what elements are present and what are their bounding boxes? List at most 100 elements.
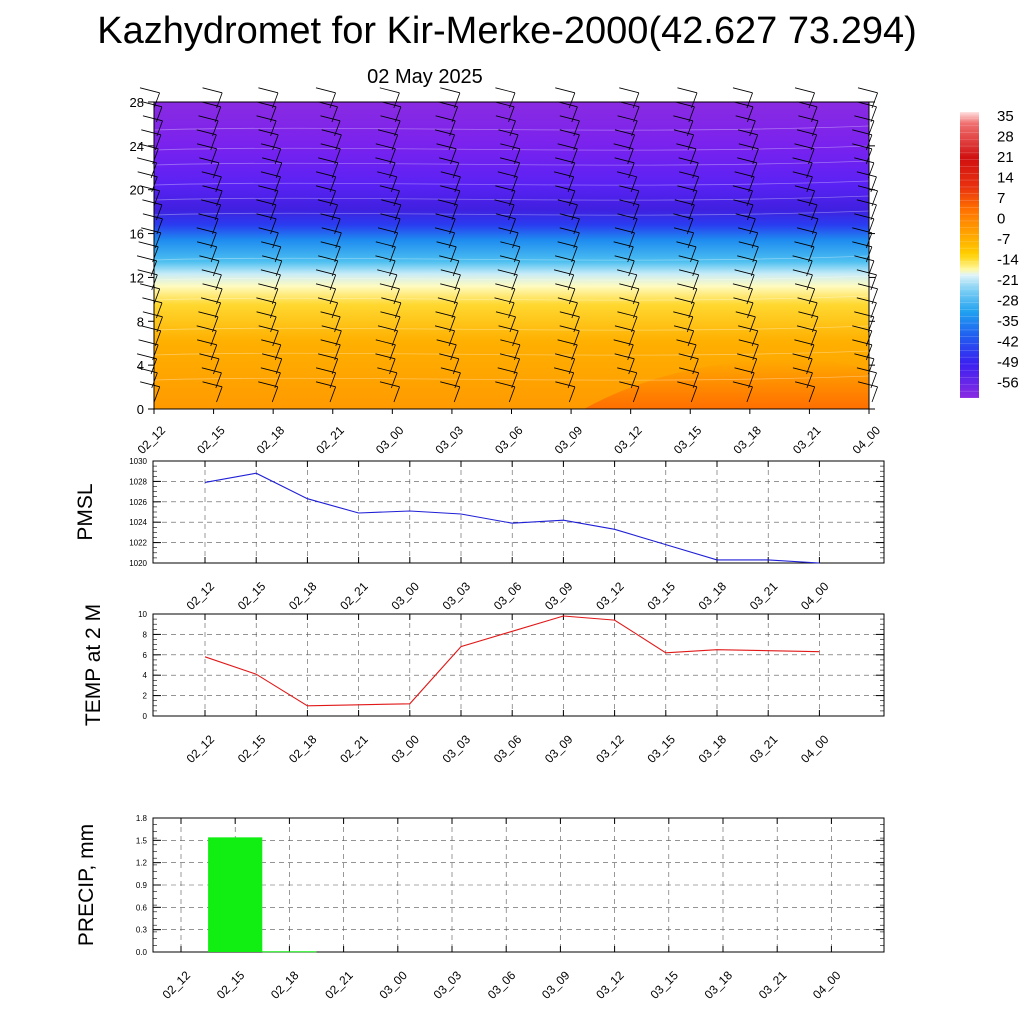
wind-barb-flag [199, 157, 220, 164]
wind-barb-flag [321, 227, 342, 234]
wind-barb-flag [258, 87, 279, 94]
x-tick-label: 03_21 [790, 423, 824, 457]
wind-barb-column [136, 87, 163, 403]
wind-barb-flag [559, 325, 580, 332]
precip-bar [262, 951, 317, 953]
wind-barb-flag [375, 339, 396, 346]
x-tick-label: 03_21 [747, 732, 781, 766]
wind-barb [568, 92, 576, 109]
wind-barb [513, 162, 521, 179]
wind-barb [808, 344, 815, 361]
wind-barb [453, 386, 461, 403]
wind-barb-flag [321, 129, 342, 136]
wind-barb [453, 288, 461, 305]
wind-barb-flag [200, 297, 221, 304]
x-tick-label: 04_00 [810, 968, 844, 1002]
wind-barb [210, 344, 218, 361]
wind-barb [513, 358, 520, 375]
wind-barb-flag [854, 311, 874, 318]
wind-barb-flag [798, 213, 819, 220]
wind-barb-flag [198, 213, 219, 220]
wind-barb-flag [796, 325, 817, 332]
wind-barb [394, 120, 401, 137]
wind-barb-flag [435, 311, 456, 318]
wind-barb [691, 190, 698, 207]
wind-barb-flag [499, 353, 520, 360]
wind-barb [692, 372, 700, 389]
wind-barb-flag [138, 241, 159, 248]
wind-barb-flag [673, 325, 694, 332]
y-tick-label: 16 [130, 227, 144, 242]
wind-barb-flag [262, 353, 282, 360]
wind-barb-flag [857, 283, 878, 290]
wind-barb-flag [256, 311, 277, 318]
wind-barb-flag [614, 353, 635, 360]
x-tick-label: 02_15 [214, 968, 248, 1002]
wind-barb [509, 218, 516, 235]
colorbar-label: 21 [997, 149, 1014, 166]
wind-barb-flag [258, 185, 279, 192]
wind-barb-flag [854, 115, 875, 122]
wind-barb-flag [379, 185, 400, 192]
wind-barb [812, 316, 819, 333]
wind-barb [156, 316, 163, 333]
y-tick-label: 28 [130, 95, 144, 110]
wind-barb-flag [321, 325, 342, 332]
wind-barb [752, 246, 759, 263]
wind-barb [450, 148, 457, 165]
wind-barb-flag [738, 143, 759, 150]
panel-frame [152, 460, 885, 564]
wind-barb-flag [733, 297, 754, 304]
wind-barb-flag [260, 367, 281, 374]
forecast-date: 02 May 2025 [367, 66, 483, 88]
wind-barb [334, 148, 341, 165]
wind-barb [451, 106, 458, 123]
y-tick-label: 6 [143, 651, 148, 660]
wind-barb-column [256, 87, 283, 403]
wind-barb-flag [260, 171, 281, 178]
wind-barb [752, 148, 759, 165]
colorbar-label: -21 [997, 272, 1019, 289]
x-tick-label: 03_06 [491, 732, 525, 766]
wind-barb [749, 316, 756, 333]
wind-barb-flag [497, 367, 518, 374]
wind-barb [156, 218, 163, 235]
wind-barb-flag [261, 143, 281, 150]
wind-barb-flag [732, 185, 753, 192]
wind-barb [214, 106, 222, 123]
y-tick-label: 10 [138, 610, 147, 619]
wind-barb [451, 302, 458, 319]
wind-barb [212, 316, 219, 333]
wind-barb [508, 386, 516, 403]
wind-barb-flag [856, 269, 877, 276]
colorbar-label: -35 [997, 313, 1019, 330]
wind-barb-flag [677, 283, 698, 290]
wind-barb-flag [854, 157, 875, 164]
wind-barb [331, 358, 339, 375]
wind-barb-flag [679, 269, 699, 276]
wind-barb [212, 218, 219, 235]
wind-barb-flag [320, 339, 341, 346]
wind-barb-flag [440, 283, 460, 290]
wind-barb [334, 344, 341, 361]
wind-barb-flag [738, 227, 758, 234]
wind-barb [509, 316, 516, 333]
x-tick-label: 02_18 [268, 968, 302, 1002]
wind-barb [688, 302, 695, 319]
wind-barb-flag [798, 311, 819, 318]
wind-barb [390, 372, 398, 389]
wind-barb-flag [856, 171, 877, 178]
wind-barb-flag [738, 325, 758, 332]
colorbar-label: -49 [997, 354, 1019, 371]
wind-barb-flag [792, 367, 813, 374]
x-tick-label: 03_12 [593, 579, 627, 613]
x-tick-label: 03_18 [696, 579, 730, 613]
wind-barb-flag [141, 129, 161, 136]
x-tick-label: 03_09 [542, 579, 576, 613]
y-tick-label: 0 [137, 402, 144, 417]
wind-barb-flag [136, 157, 157, 164]
wind-barb-flag [440, 171, 461, 178]
x-tick-label: 04_00 [850, 423, 884, 457]
wind-barb [214, 204, 222, 221]
wind-barb-flag [199, 353, 220, 360]
